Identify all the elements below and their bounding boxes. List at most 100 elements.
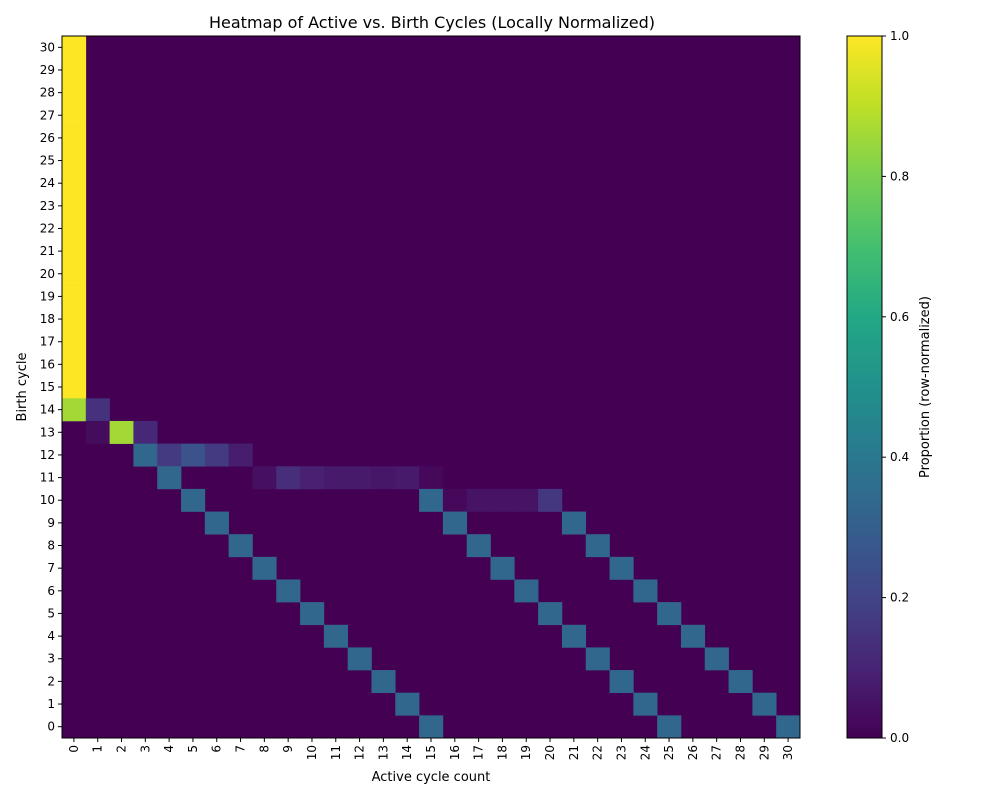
heatmap-cell <box>609 556 634 580</box>
heatmap-cell <box>419 466 444 490</box>
heatmap-cell <box>538 602 563 626</box>
x-tick-label: 24 <box>638 745 652 760</box>
chart-title: Heatmap of Active vs. Birth Cycles (Loca… <box>209 13 655 32</box>
heatmap-cell <box>419 715 444 739</box>
x-tick-label: 22 <box>591 745 605 760</box>
x-tick-label: 23 <box>614 745 628 760</box>
y-tick-label: 16 <box>40 357 55 371</box>
heatmap-cell <box>204 511 229 535</box>
heatmap-cell <box>657 602 682 626</box>
x-axis-ticks: 0 1 2 3 4 5 6 7 8 9 10 11 12 13 14 15 16 17 18 19 20 21 22 23 24… <box>67 738 795 760</box>
y-tick-label: 30 <box>40 40 55 54</box>
heatmap-cell <box>300 466 325 490</box>
x-tick-label: 1 <box>91 745 105 753</box>
heatmap-cell <box>776 715 801 739</box>
heatmap-cell <box>62 262 87 286</box>
heatmap-cell <box>62 171 87 195</box>
x-tick-label: 6 <box>210 745 224 753</box>
y-tick-label: 0 <box>47 720 55 734</box>
heatmap-cell <box>62 398 87 422</box>
heatmap-cell <box>62 126 87 150</box>
heatmap-cell <box>561 511 587 535</box>
y-tick-label: 19 <box>40 289 55 303</box>
heatmap-cell <box>62 330 87 354</box>
heatmap-cell <box>609 670 634 694</box>
heatmap-cell <box>633 579 658 603</box>
y-tick-label: 4 <box>47 629 55 643</box>
x-tick-label: 18 <box>495 745 509 760</box>
heatmap-cell <box>204 443 229 467</box>
y-tick-label: 7 <box>47 561 55 575</box>
x-tick-label: 21 <box>567 745 581 760</box>
heatmap-cell <box>466 488 491 512</box>
y-tick-label: 15 <box>40 380 55 394</box>
x-tick-label: 19 <box>519 745 533 760</box>
x-tick-label: 4 <box>162 745 176 753</box>
heatmap-cell <box>514 488 539 512</box>
heatmap-cell <box>62 239 87 263</box>
x-tick-label: 14 <box>400 745 414 760</box>
heatmap-cell <box>62 307 87 331</box>
heatmap-cell <box>62 375 87 399</box>
y-tick-label: 11 <box>40 471 55 485</box>
heatmap-cell <box>514 579 539 603</box>
x-tick-label: 9 <box>281 745 295 753</box>
heatmap-cell <box>442 488 468 512</box>
heatmap-cell <box>276 579 301 603</box>
heatmap-cell <box>347 466 372 490</box>
heatmap-cell <box>585 647 610 671</box>
x-tick-label: 10 <box>305 745 319 760</box>
x-tick-label: 28 <box>733 745 747 760</box>
heatmap-cell <box>228 534 253 558</box>
heatmap-cell <box>323 624 348 648</box>
heatmap-cell <box>442 511 468 535</box>
heatmap-cell <box>181 488 206 512</box>
heatmap-cell <box>490 488 515 512</box>
colorbar-tick-label: 0.8 <box>890 169 909 183</box>
colorbar-ticks: 0.0 0.2 0.4 0.6 0.8 1.0 <box>882 29 909 745</box>
heatmap-cell <box>181 443 206 467</box>
heatmap-cell <box>633 692 658 716</box>
y-tick-label: 12 <box>40 448 55 462</box>
colorbar-tick-label: 0.2 <box>890 591 909 605</box>
x-tick-label: 12 <box>353 745 367 760</box>
heatmap-cell <box>157 443 182 467</box>
x-tick-label: 26 <box>686 745 700 760</box>
heatmap-cell <box>419 488 444 512</box>
y-tick-label: 18 <box>40 312 55 326</box>
heatmap-cell <box>561 624 587 648</box>
x-tick-label: 25 <box>662 745 676 760</box>
y-tick-label: 10 <box>40 493 55 507</box>
y-tick-label: 24 <box>40 176 55 190</box>
heatmap-cell <box>490 556 515 580</box>
heatmap-cell <box>585 534 610 558</box>
heatmap-cell <box>395 466 420 490</box>
heatmap-cell <box>85 398 110 422</box>
heatmap-cell <box>133 420 158 444</box>
heatmap-cell <box>62 103 87 127</box>
heatmap-cell <box>657 715 682 739</box>
heatmap-cell <box>276 466 301 490</box>
y-tick-label: 13 <box>40 425 55 439</box>
y-tick-label: 2 <box>47 674 55 688</box>
y-tick-label: 5 <box>47 606 55 620</box>
heatmap-cell <box>62 36 87 59</box>
x-tick-label: 7 <box>234 745 248 753</box>
heatmap-cell <box>62 285 87 309</box>
heatmap-cell <box>62 81 87 105</box>
y-tick-label: 23 <box>40 199 55 213</box>
y-tick-label: 14 <box>40 403 55 417</box>
x-tick-label: 0 <box>67 745 81 753</box>
y-tick-label: 22 <box>40 221 55 235</box>
x-tick-label: 2 <box>115 745 129 753</box>
heatmap-cell <box>680 624 706 648</box>
heatmap-cell <box>228 443 253 467</box>
y-tick-label: 20 <box>40 267 55 281</box>
y-tick-label: 9 <box>47 516 55 530</box>
x-tick-label: 5 <box>186 745 200 753</box>
x-tick-label: 29 <box>757 745 771 760</box>
heatmap-cell <box>752 692 777 716</box>
y-tick-label: 28 <box>40 86 55 100</box>
y-tick-label: 6 <box>47 584 55 598</box>
